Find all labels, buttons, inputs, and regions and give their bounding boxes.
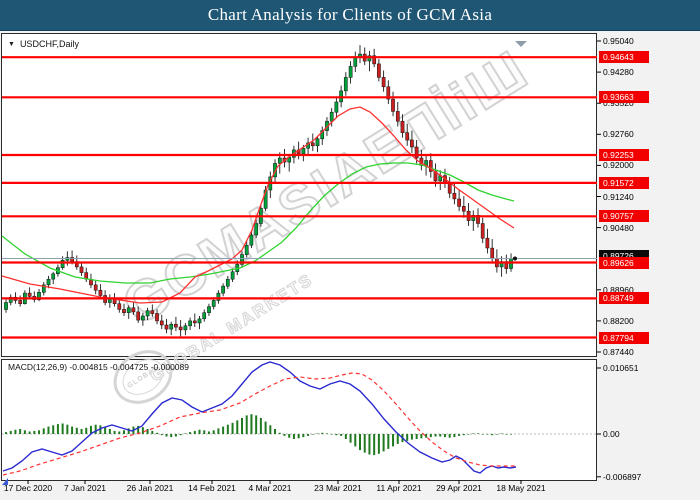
symbol-timeframe-label[interactable]: ▼ USDCHF,Daily [8, 39, 79, 49]
main-chart-panel[interactable] [1, 33, 597, 357]
title-bar: Chart Analysis for Clients of GCM Asia [0, 0, 700, 31]
blue-corner-icon [2, 478, 8, 485]
page-title: Chart Analysis for Clients of GCM Asia [207, 5, 493, 24]
chart-shift-arrow-icon [515, 41, 527, 47]
current-price-marker [513, 256, 517, 261]
symbol-dropdown-icon[interactable]: ▼ [8, 40, 15, 48]
symbol-timeframe-text: USDCHF,Daily [19, 39, 79, 49]
macd-indicator-label: MACD(12,26,9) -0.004815 -0.004725 -0.000… [8, 362, 189, 372]
